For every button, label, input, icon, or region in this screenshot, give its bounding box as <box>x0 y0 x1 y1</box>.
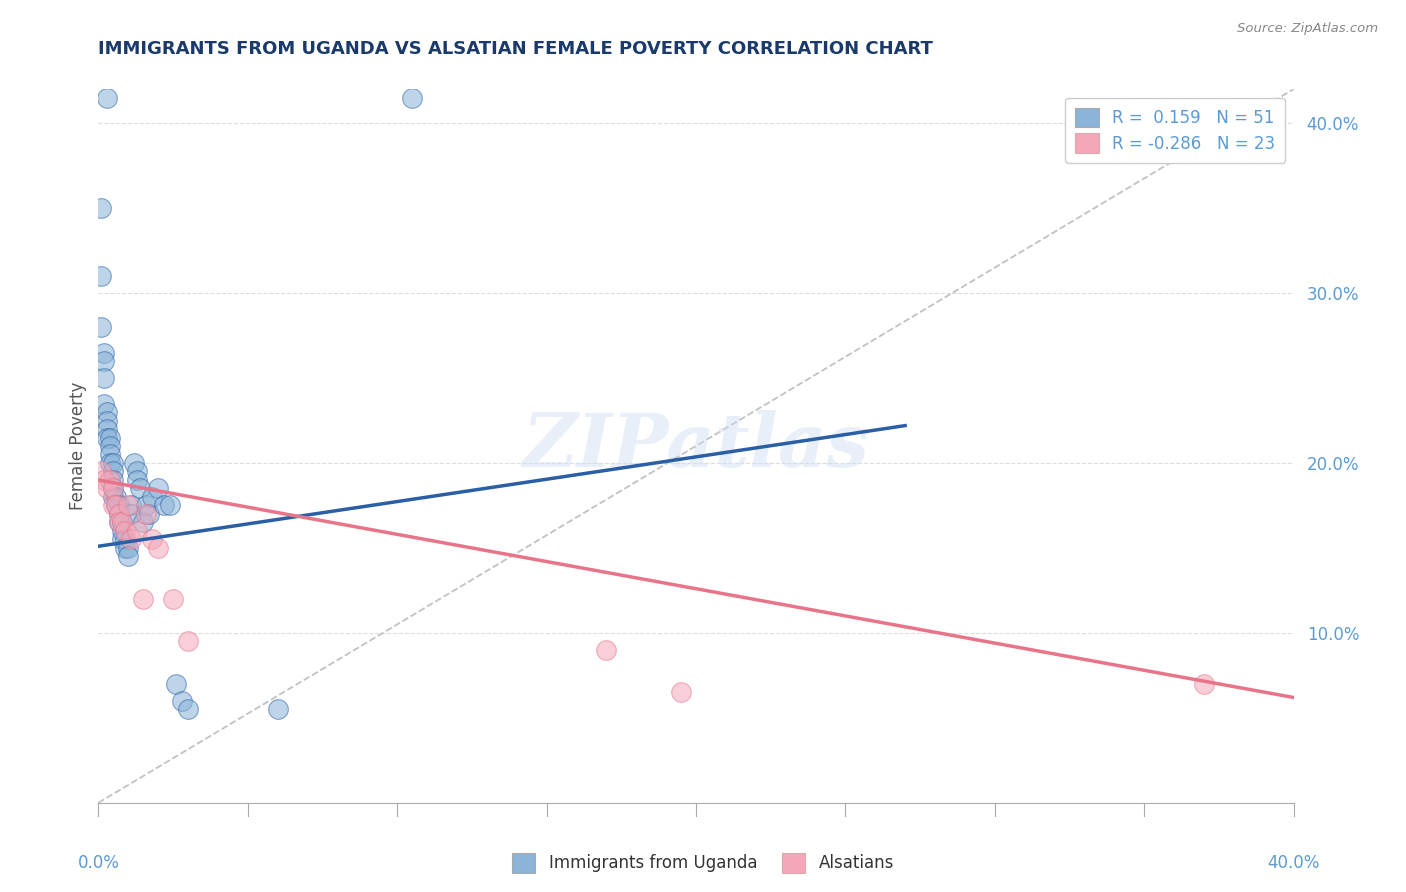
Text: 0.0%: 0.0% <box>77 854 120 871</box>
Point <box>177 634 200 648</box>
Point <box>90 269 112 284</box>
Point <box>401 91 423 105</box>
Point <box>108 516 131 530</box>
Point <box>96 422 118 436</box>
Point <box>103 482 125 496</box>
Point <box>111 516 134 530</box>
Point <box>141 490 163 504</box>
Text: ZIPatlas: ZIPatlas <box>523 409 869 483</box>
Point <box>127 524 149 538</box>
Point <box>111 524 134 538</box>
Point <box>98 439 122 453</box>
Point <box>148 482 170 496</box>
Point <box>114 541 136 555</box>
Point <box>117 499 139 513</box>
Point <box>127 473 149 487</box>
Point <box>105 499 128 513</box>
Point <box>267 702 290 716</box>
Legend: Immigrants from Uganda, Alsatians: Immigrants from Uganda, Alsatians <box>505 847 901 880</box>
Point <box>132 591 155 606</box>
Point <box>162 591 184 606</box>
Point <box>103 465 125 479</box>
Point <box>172 694 194 708</box>
Point <box>103 490 125 504</box>
Point <box>98 456 122 470</box>
Point <box>124 456 146 470</box>
Point <box>93 396 115 410</box>
Y-axis label: Female Poverty: Female Poverty <box>69 382 87 510</box>
Point <box>129 482 152 496</box>
Point <box>114 524 136 538</box>
Point <box>96 91 118 105</box>
Point <box>103 499 125 513</box>
Point <box>93 354 115 368</box>
Point <box>165 677 187 691</box>
Point <box>103 482 125 496</box>
Point <box>105 490 128 504</box>
Point <box>93 371 115 385</box>
Point <box>669 685 692 699</box>
Point <box>98 473 122 487</box>
Point <box>117 549 139 564</box>
Point <box>117 541 139 555</box>
Point <box>90 465 112 479</box>
Text: Source: ZipAtlas.com: Source: ZipAtlas.com <box>1237 22 1378 36</box>
Point <box>96 413 118 427</box>
Point <box>120 533 142 547</box>
Point <box>141 533 163 547</box>
Point <box>148 541 170 555</box>
Point <box>120 499 142 513</box>
Point <box>103 473 125 487</box>
Point <box>108 507 131 521</box>
Point <box>177 702 200 716</box>
Point <box>135 499 157 513</box>
Point <box>93 473 115 487</box>
Legend: R =  0.159   N = 51, R = -0.286   N = 23: R = 0.159 N = 51, R = -0.286 N = 23 <box>1066 97 1285 162</box>
Point <box>595 643 617 657</box>
Point <box>98 430 122 444</box>
Point <box>1192 677 1215 691</box>
Point <box>132 516 155 530</box>
Text: 40.0%: 40.0% <box>1267 854 1320 871</box>
Point <box>105 499 128 513</box>
Point <box>120 507 142 521</box>
Point <box>135 507 157 521</box>
Point <box>90 201 112 215</box>
Point <box>108 507 131 521</box>
Point <box>111 533 134 547</box>
Point <box>114 533 136 547</box>
Point <box>96 405 118 419</box>
Point <box>96 482 118 496</box>
Point <box>138 507 160 521</box>
Point <box>153 499 176 513</box>
Point <box>159 499 181 513</box>
Text: IMMIGRANTS FROM UGANDA VS ALSATIAN FEMALE POVERTY CORRELATION CHART: IMMIGRANTS FROM UGANDA VS ALSATIAN FEMAL… <box>98 40 934 58</box>
Point <box>108 499 131 513</box>
Point <box>90 320 112 334</box>
Point <box>108 516 131 530</box>
Point <box>103 456 125 470</box>
Point <box>111 516 134 530</box>
Point <box>93 345 115 359</box>
Point <box>98 448 122 462</box>
Point <box>96 430 118 444</box>
Point <box>127 465 149 479</box>
